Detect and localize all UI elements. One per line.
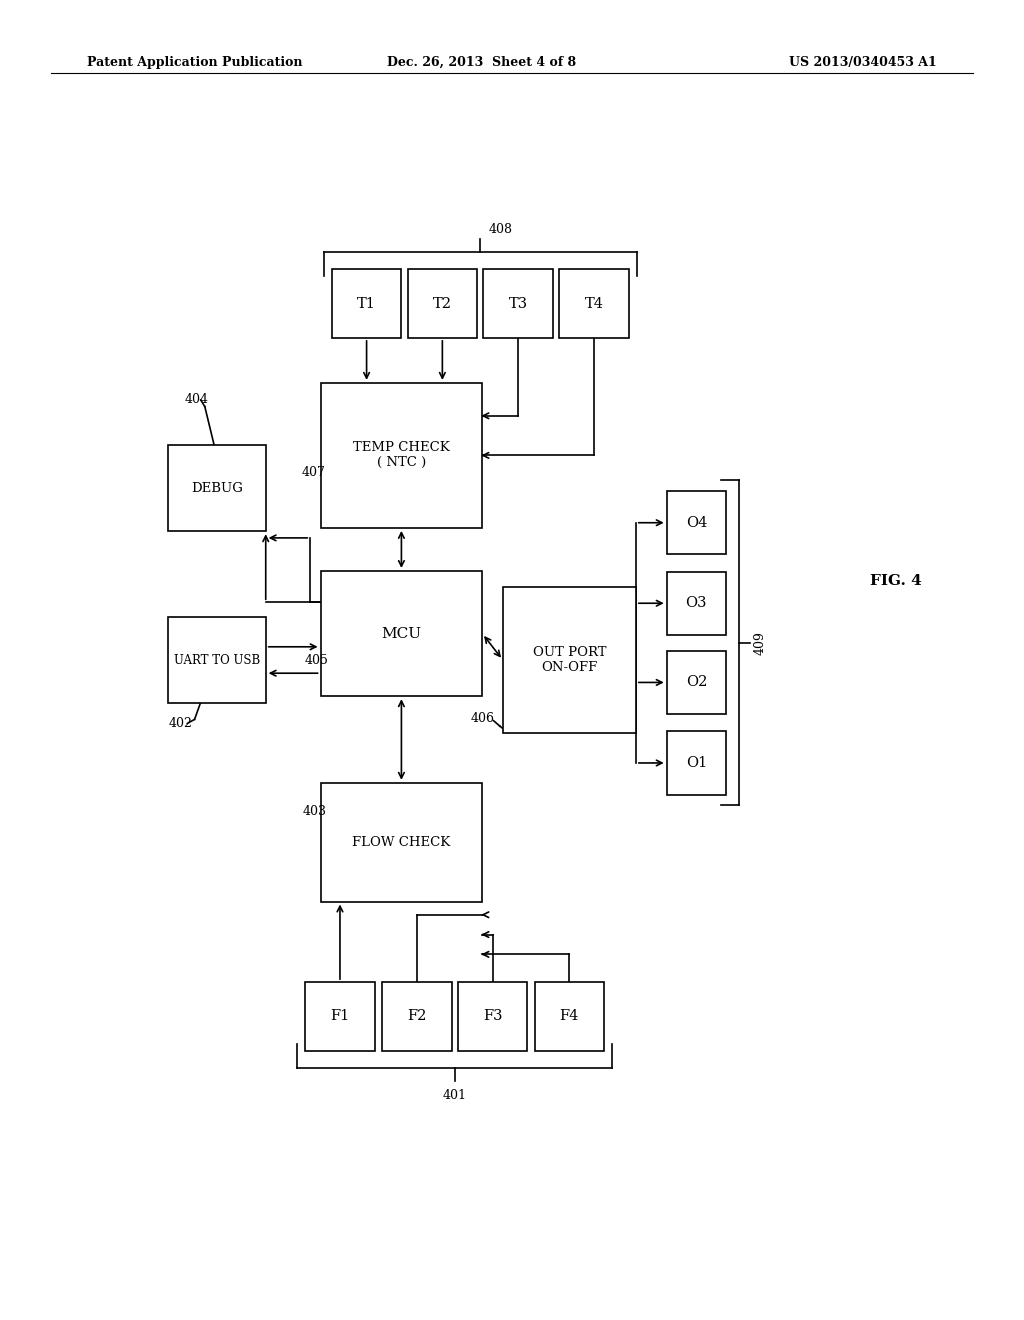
FancyBboxPatch shape (332, 269, 401, 338)
FancyBboxPatch shape (483, 269, 553, 338)
Text: 406: 406 (471, 711, 495, 725)
Text: O1: O1 (686, 756, 707, 770)
FancyBboxPatch shape (321, 383, 482, 528)
Text: T2: T2 (433, 297, 452, 310)
FancyBboxPatch shape (305, 982, 375, 1051)
Text: T1: T1 (357, 297, 376, 310)
FancyBboxPatch shape (458, 982, 527, 1051)
Text: OUT PORT
ON-OFF: OUT PORT ON-OFF (532, 645, 606, 675)
Text: F4: F4 (560, 1010, 579, 1023)
Text: 407: 407 (302, 466, 326, 479)
Text: DEBUG: DEBUG (191, 482, 243, 495)
Text: US 2013/0340453 A1: US 2013/0340453 A1 (790, 55, 937, 69)
Text: Dec. 26, 2013  Sheet 4 of 8: Dec. 26, 2013 Sheet 4 of 8 (387, 55, 575, 69)
FancyBboxPatch shape (535, 982, 604, 1051)
Text: FLOW CHECK: FLOW CHECK (352, 836, 451, 849)
FancyBboxPatch shape (408, 269, 477, 338)
Text: O3: O3 (686, 597, 707, 610)
Text: F1: F1 (331, 1010, 349, 1023)
Text: FIG. 4: FIG. 4 (870, 574, 922, 587)
FancyBboxPatch shape (667, 491, 726, 554)
Text: 402: 402 (169, 717, 193, 730)
Text: 401: 401 (442, 1089, 467, 1102)
Text: T3: T3 (509, 297, 527, 310)
FancyBboxPatch shape (321, 570, 482, 697)
FancyBboxPatch shape (559, 269, 629, 338)
Text: 405: 405 (304, 653, 328, 667)
Text: 409: 409 (754, 631, 767, 655)
FancyBboxPatch shape (382, 982, 452, 1051)
FancyBboxPatch shape (667, 651, 726, 714)
FancyBboxPatch shape (503, 587, 636, 733)
Text: TEMP CHECK
( NTC ): TEMP CHECK ( NTC ) (353, 441, 450, 470)
Text: 408: 408 (488, 223, 513, 236)
Text: O4: O4 (686, 516, 707, 529)
FancyBboxPatch shape (168, 445, 265, 531)
FancyBboxPatch shape (168, 618, 265, 702)
Text: Patent Application Publication: Patent Application Publication (87, 55, 302, 69)
Text: T4: T4 (585, 297, 603, 310)
Text: MCU: MCU (381, 627, 422, 640)
Text: F3: F3 (482, 1010, 503, 1023)
FancyBboxPatch shape (667, 731, 726, 795)
Text: 403: 403 (303, 805, 327, 818)
FancyBboxPatch shape (321, 783, 482, 902)
Text: F2: F2 (408, 1010, 426, 1023)
Text: O2: O2 (686, 676, 707, 689)
Text: UART TO USB: UART TO USB (174, 653, 260, 667)
FancyBboxPatch shape (667, 572, 726, 635)
Text: 404: 404 (184, 393, 208, 407)
